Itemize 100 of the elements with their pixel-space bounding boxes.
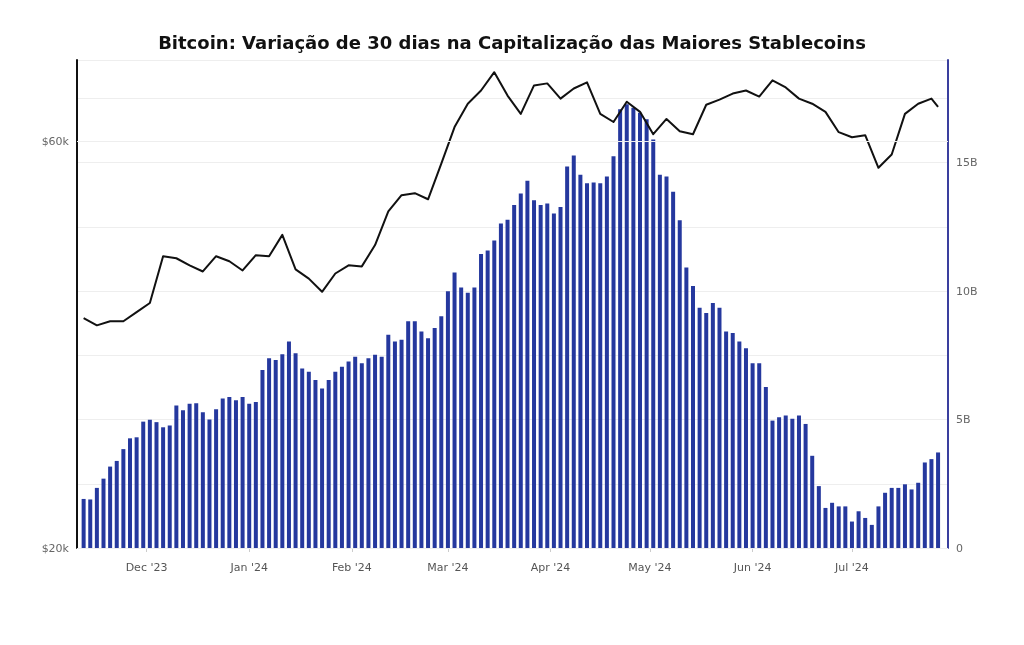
y2-tick-label: 15B <box>956 156 978 170</box>
bar <box>777 417 782 548</box>
bar <box>194 403 199 548</box>
bar <box>697 307 702 548</box>
bar <box>916 482 921 548</box>
bar <box>306 371 311 548</box>
bar <box>889 487 894 548</box>
bar <box>717 307 722 548</box>
bar <box>326 380 331 548</box>
y2-tick-label: 0 <box>956 541 963 555</box>
bar <box>240 396 245 548</box>
bar <box>684 267 689 548</box>
bar <box>426 338 431 548</box>
bar <box>187 403 192 548</box>
bar <box>624 104 629 548</box>
bar <box>88 499 93 548</box>
bar <box>233 400 238 548</box>
bar <box>902 484 907 548</box>
bar <box>94 487 99 548</box>
bar <box>214 409 219 548</box>
bar <box>545 203 550 548</box>
bar <box>896 487 901 548</box>
bar <box>300 368 305 548</box>
bar <box>690 286 695 548</box>
bar <box>492 240 497 548</box>
bar <box>843 506 848 548</box>
bar <box>412 321 417 548</box>
bar <box>452 272 457 548</box>
x-tick-label: May '24 <box>628 561 672 574</box>
bar <box>810 455 815 548</box>
chart-title: Bitcoin: Variação de 30 dias na Capitalização das Maiores Stablecoins <box>158 31 866 53</box>
bar <box>280 354 285 548</box>
bar <box>247 403 252 548</box>
bar <box>313 380 318 548</box>
bar <box>525 180 530 548</box>
y2-tick-label: 10B <box>956 284 978 298</box>
bar <box>558 206 563 548</box>
bar <box>147 419 152 548</box>
bar <box>512 205 517 548</box>
bar <box>657 174 662 548</box>
bar <box>320 388 325 548</box>
bar <box>366 358 371 548</box>
bar <box>836 506 841 548</box>
bar <box>922 462 927 548</box>
bar <box>571 155 576 548</box>
bar <box>863 517 868 548</box>
bar <box>604 176 609 548</box>
y2-tick-label: 5B <box>956 413 971 427</box>
bar <box>114 460 119 548</box>
line-series <box>82 71 940 327</box>
bar <box>220 398 225 548</box>
bar <box>796 415 801 548</box>
bar <box>830 502 835 548</box>
bar <box>465 292 470 548</box>
bar <box>273 359 278 548</box>
bar <box>724 331 729 548</box>
bar <box>286 341 291 548</box>
bar <box>406 321 411 548</box>
bar <box>200 412 205 548</box>
bar <box>538 205 543 548</box>
bar <box>743 348 748 548</box>
bar <box>909 489 914 548</box>
bar <box>936 452 941 548</box>
bar <box>81 498 86 548</box>
bar <box>386 334 391 548</box>
bar <box>346 361 351 548</box>
bar <box>883 492 888 548</box>
bar <box>445 291 450 548</box>
bar <box>664 176 669 548</box>
bar <box>770 420 775 548</box>
bar <box>339 366 344 548</box>
bar <box>631 107 636 548</box>
bar <box>816 486 821 548</box>
bar <box>359 363 364 548</box>
bar <box>710 302 715 548</box>
bar <box>532 200 537 548</box>
bar <box>379 356 384 548</box>
bar <box>392 341 397 548</box>
bar <box>154 422 159 548</box>
bar <box>578 174 583 548</box>
bar <box>929 459 934 548</box>
x-tick-label: Mar '24 <box>427 561 469 574</box>
bar <box>618 109 623 548</box>
bar <box>180 410 185 548</box>
bar <box>121 449 126 548</box>
bar <box>763 386 768 548</box>
bar <box>472 287 477 548</box>
bar <box>585 183 590 548</box>
bar <box>108 466 113 548</box>
bar <box>432 327 437 548</box>
bar <box>373 354 378 548</box>
bar <box>167 425 172 548</box>
bar <box>750 363 755 548</box>
bar <box>141 421 146 548</box>
bar <box>101 478 106 548</box>
bar <box>518 193 523 548</box>
bar <box>730 333 735 548</box>
bar <box>293 353 298 548</box>
bar <box>161 427 166 548</box>
bar <box>399 339 404 548</box>
